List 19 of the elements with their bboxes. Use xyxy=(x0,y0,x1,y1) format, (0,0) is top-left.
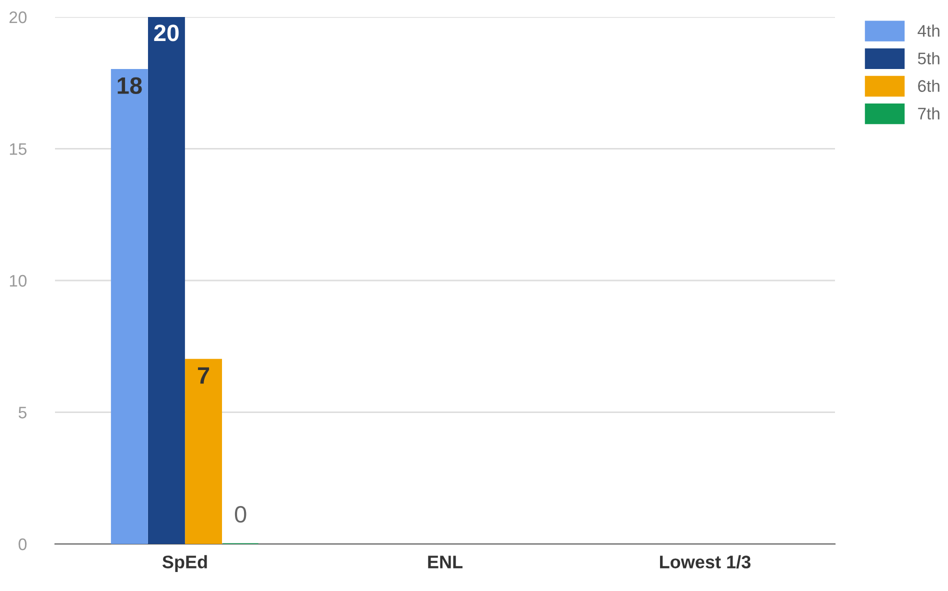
data-label: 0 xyxy=(234,506,246,523)
bar xyxy=(110,69,148,544)
y-tick-label: 0 xyxy=(18,538,27,550)
data-label: 7 xyxy=(198,367,210,384)
y-tick-label: 15 xyxy=(10,143,27,155)
bar xyxy=(185,358,222,544)
legend-label: 5th xyxy=(918,52,940,64)
y-tick-label: 20 xyxy=(10,11,27,24)
bar xyxy=(148,17,185,544)
legend-label: 6th xyxy=(918,80,940,92)
y-tick-label: 10 xyxy=(10,274,27,287)
legend-label: 4th xyxy=(918,24,940,37)
x-tick-label: ENL xyxy=(428,556,462,568)
data-label: 20 xyxy=(154,24,179,42)
y-tick-label: 5 xyxy=(18,406,27,418)
x-tick-label: SpEd xyxy=(162,555,207,572)
legend-label: 7th xyxy=(918,107,940,120)
x-tick-label: Lowest 1/3 xyxy=(660,555,751,569)
data-label: 18 xyxy=(118,77,142,94)
